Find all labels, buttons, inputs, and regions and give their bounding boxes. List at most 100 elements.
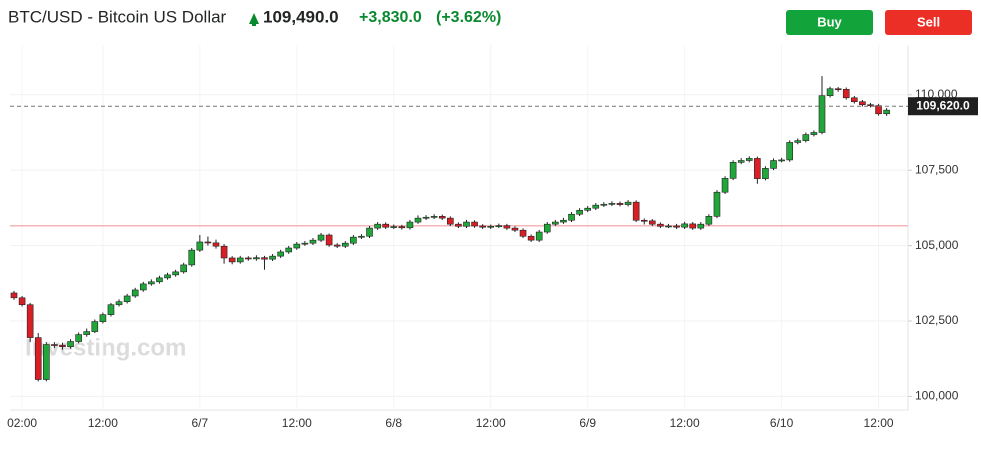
title: BTC/USD - Bitcoin US Dollar xyxy=(8,7,227,26)
candle-body xyxy=(115,301,123,306)
candle-body xyxy=(83,331,91,335)
candle-body xyxy=(802,134,810,141)
candle-body xyxy=(681,223,688,228)
candle-body xyxy=(592,204,600,209)
candle-body xyxy=(519,229,527,237)
x-tick-label: 6/10 xyxy=(770,416,794,430)
candle-body xyxy=(503,225,511,229)
candle-body xyxy=(810,132,818,135)
candle-body xyxy=(374,223,381,229)
candle-body xyxy=(139,283,147,291)
y-tick-label: 107,500 xyxy=(915,162,959,176)
candle-body xyxy=(640,219,648,222)
candle-body xyxy=(455,223,462,227)
candle-body xyxy=(164,274,171,279)
candle-body xyxy=(495,225,503,227)
sell-button[interactable]: Sell xyxy=(885,10,972,35)
candle-body xyxy=(293,243,301,249)
candle-body xyxy=(212,242,220,247)
candle-body xyxy=(851,97,858,103)
x-tick-label: 6/9 xyxy=(579,416,596,430)
candle-body xyxy=(786,142,793,161)
candle-body xyxy=(624,201,632,205)
candle-body xyxy=(713,191,721,217)
candle-body xyxy=(325,234,333,246)
sell-label[interactable]: Sell xyxy=(917,14,940,29)
candle-body xyxy=(527,235,535,241)
candle-body xyxy=(826,88,834,96)
candle-body xyxy=(382,223,389,228)
candle-body xyxy=(737,160,745,163)
candle-body xyxy=(422,216,430,219)
candle-body xyxy=(43,344,50,380)
candle-body xyxy=(794,140,802,143)
x-tick-label: 6/8 xyxy=(385,416,402,430)
candle-body xyxy=(511,227,519,231)
candle-body xyxy=(487,225,495,228)
candle-body xyxy=(309,239,317,244)
candle-body xyxy=(188,249,196,266)
candle-body xyxy=(406,221,414,229)
candle-body xyxy=(123,295,131,303)
candle-body xyxy=(414,217,422,223)
candle-body xyxy=(438,216,446,219)
candle-body xyxy=(261,257,268,260)
candle-body xyxy=(778,159,785,162)
candle-body xyxy=(10,292,18,299)
up-arrow xyxy=(249,13,259,26)
y-tick-label: 102,500 xyxy=(915,313,959,327)
candle-body xyxy=(34,337,42,380)
candle-body xyxy=(632,201,640,221)
x-tick-label: 12:00 xyxy=(476,416,506,430)
candle-body xyxy=(463,221,470,227)
price: 109,490.0 xyxy=(263,7,339,26)
candle-body xyxy=(91,321,99,332)
candle-body xyxy=(236,257,244,263)
change: +3,830.0 xyxy=(359,9,422,26)
candle-body xyxy=(673,225,680,228)
candle-body xyxy=(358,235,365,238)
x-tick-label: 12:00 xyxy=(88,416,118,430)
candle-body xyxy=(568,213,575,221)
candle-body xyxy=(107,304,115,315)
candle-body xyxy=(657,223,664,227)
candle-body xyxy=(148,281,155,285)
candle-body xyxy=(26,304,34,338)
candle-body xyxy=(156,277,163,283)
candle-body xyxy=(705,216,713,225)
sell-button-bg[interactable] xyxy=(885,10,972,35)
candle-body xyxy=(883,109,890,115)
candle-body xyxy=(333,244,341,247)
buy-button[interactable]: Buy xyxy=(786,10,873,35)
candle-body xyxy=(317,234,325,241)
candle-body xyxy=(762,168,769,179)
candle-body xyxy=(689,223,697,229)
candle-body xyxy=(842,89,850,99)
candle-body xyxy=(398,226,406,229)
candle-body xyxy=(608,203,616,205)
candle-body xyxy=(552,221,559,225)
candle-body xyxy=(584,207,591,211)
x-tick-label: 12:00 xyxy=(670,416,700,430)
candle-body xyxy=(204,241,212,244)
watermark: Investing.com xyxy=(25,334,186,361)
candle-body xyxy=(576,210,583,215)
candle-body xyxy=(818,95,826,133)
candle-body xyxy=(875,105,882,115)
candle-body xyxy=(535,231,543,241)
candle-body xyxy=(479,225,486,228)
candle-body xyxy=(301,242,309,245)
candle-body xyxy=(51,344,58,346)
buy-label[interactable]: Buy xyxy=(817,14,842,29)
candle-body xyxy=(131,289,139,297)
candle-body xyxy=(560,219,567,223)
candle-body xyxy=(834,88,842,91)
y-tick-label: 105,000 xyxy=(915,238,959,252)
change-percent: (+3.62%) xyxy=(436,9,501,26)
candle-body xyxy=(859,101,866,106)
candle-body xyxy=(220,245,228,259)
buy-button-bg[interactable] xyxy=(786,10,873,35)
candle-body xyxy=(867,104,874,107)
